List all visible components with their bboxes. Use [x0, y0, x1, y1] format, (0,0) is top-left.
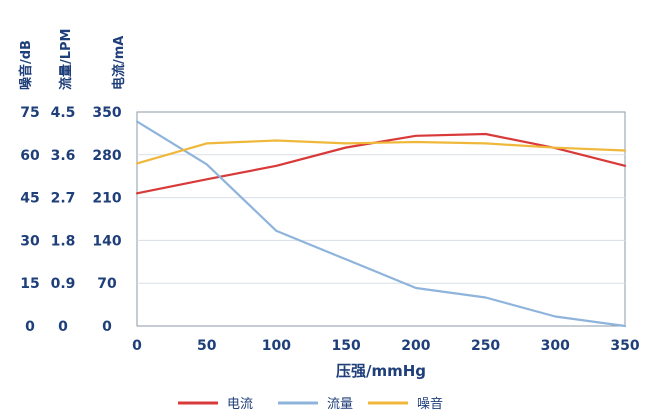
series-line-noise [135, 139, 627, 165]
legend: 电流 流量 噪音 [178, 396, 443, 412]
y-tick-labels: 0 15 30 45 60 75 0 0.9 1.8 2.7 3.6 4.5 0 70 140 210 280 3… [20, 105, 122, 335]
x-axis-title: 压强/mmHg [336, 362, 426, 380]
y-tick-label-flow: 2.7 [51, 191, 76, 207]
y-tick-label-noise: 45 [20, 191, 39, 207]
x-tick-label: 250 [471, 338, 500, 354]
y-tick-label-flow: 1.8 [51, 233, 76, 249]
y-tick-label-flow: 0 [58, 319, 68, 335]
x-tick-label: 300 [541, 338, 570, 354]
y-tick-label-noise: 75 [20, 105, 39, 121]
y-axis-title-flow: 流量/LPM [58, 29, 74, 91]
x-tick-label: 150 [332, 338, 361, 354]
x-tick-label: 200 [401, 338, 430, 354]
y-tick-label-noise: 15 [20, 276, 39, 292]
legend-label-noise: 噪音 [417, 396, 443, 412]
y-tick-label-current: 70 [97, 276, 117, 292]
y-tick-label-current: 280 [92, 148, 121, 164]
y-axis-title-noise: 噪音/dB [18, 40, 34, 90]
y-tick-label-current: 0 [102, 319, 112, 335]
y-tick-label-current: 350 [92, 105, 121, 121]
legend-label-current: 电流 [227, 397, 253, 412]
gridlines [137, 154, 625, 284]
y-tick-label-noise: 60 [20, 148, 40, 164]
x-tick-labels: 0 50 100 150 200 250 300 350 [132, 338, 640, 354]
series-line-flow [135, 120, 627, 328]
y-tick-label-flow: 3.6 [51, 148, 76, 164]
series-lines [135, 120, 627, 328]
y-tick-label-current: 140 [92, 233, 121, 249]
x-tick-label: 100 [262, 338, 291, 354]
y-tick-label-flow: 0.9 [51, 276, 76, 292]
x-tick-label: 50 [197, 338, 217, 354]
x-tick-label: 0 [132, 338, 142, 354]
y-tick-label-noise: 0 [25, 319, 35, 335]
y-tick-label-flow: 4.5 [51, 105, 76, 121]
y-tick-label-noise: 30 [20, 233, 40, 249]
y-tick-label-current: 210 [92, 191, 121, 207]
x-tick-label: 350 [610, 338, 639, 354]
y-axis-title-current: 电流/mA [111, 36, 127, 90]
legend-label-flow: 流量 [327, 397, 353, 412]
